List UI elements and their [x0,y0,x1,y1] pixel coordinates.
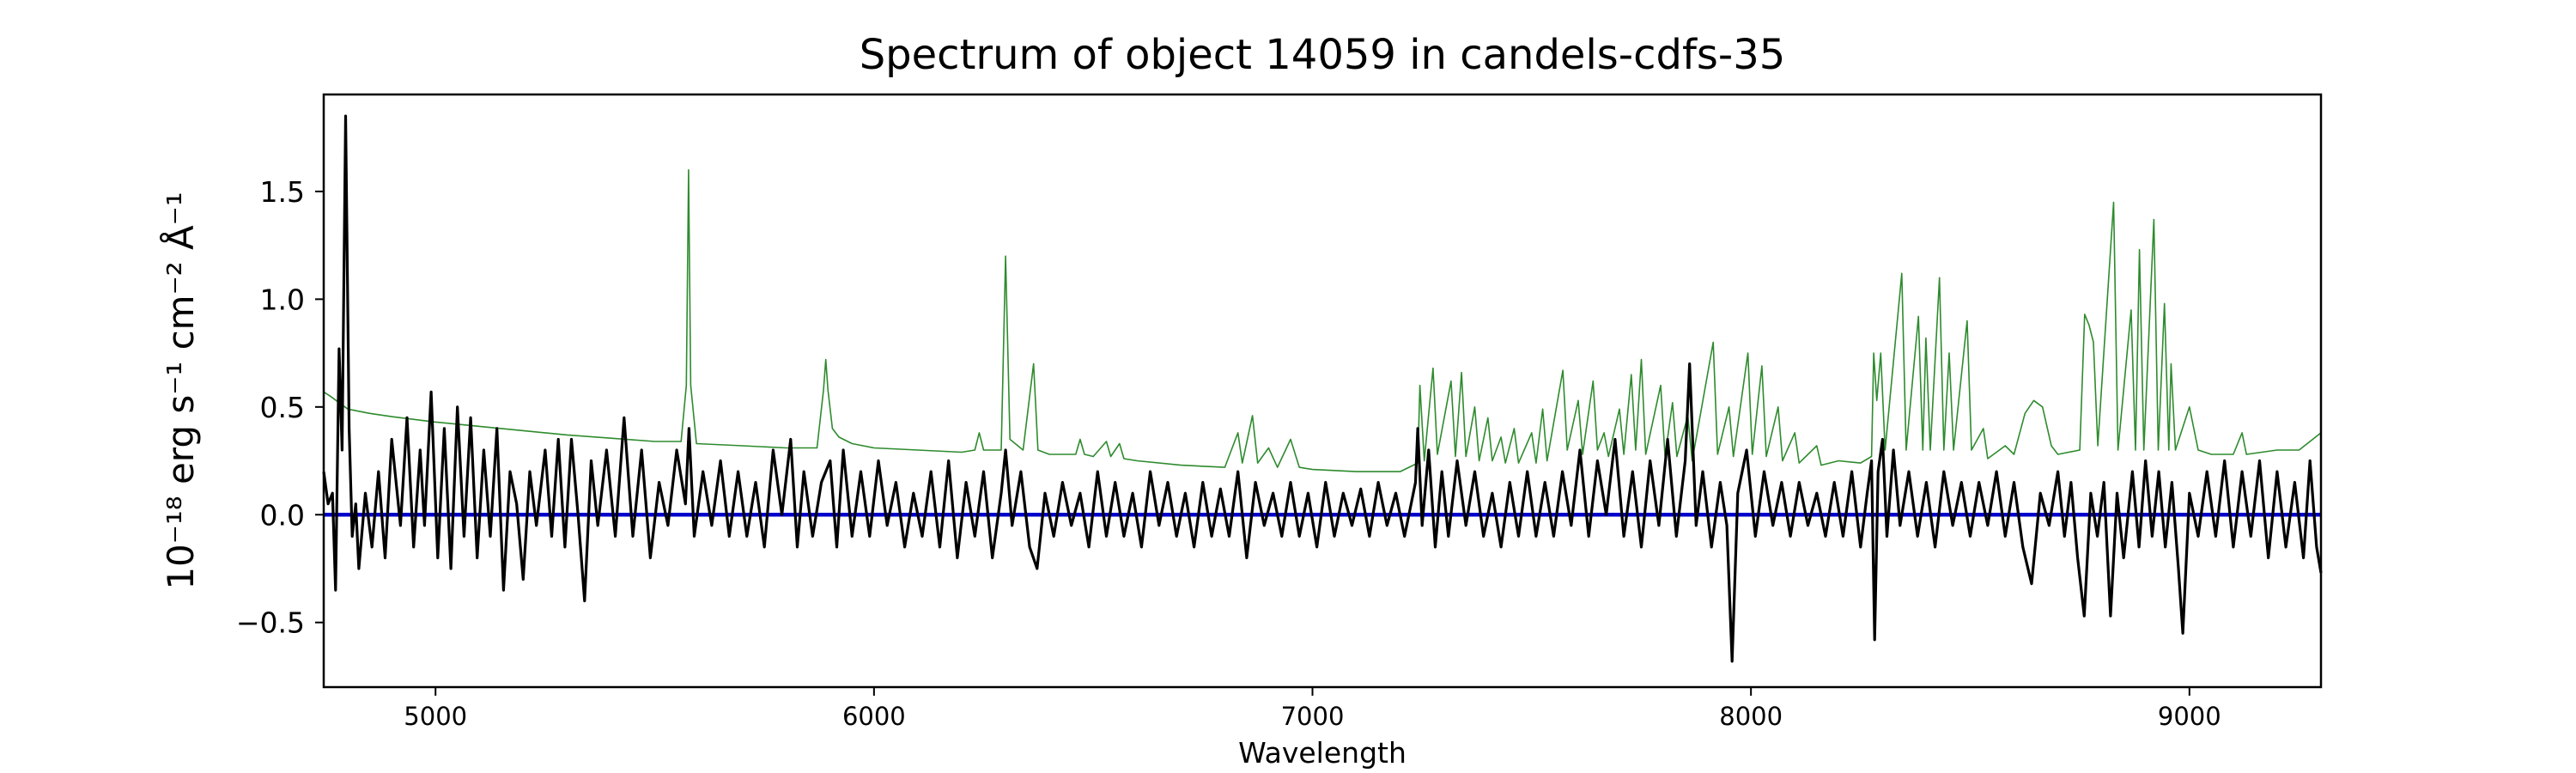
x-tick-label: 6000 [842,702,906,731]
x-tick-label: 9000 [2158,702,2221,731]
y-axis-ticks: −0.5 0.0 0.5 1.0 1.5 [236,175,324,640]
chart-title: Spectrum of object 14059 in candels-cdfs… [860,31,1786,79]
series-line-1 [322,114,2323,663]
axes-frame [322,93,2323,689]
y-tick-label: 1.0 [260,283,305,316]
x-axis-ticks: 5000 6000 7000 8000 9000 [404,687,2221,731]
y-tick-label: 0.5 [260,391,305,424]
x-tick-label: 5000 [404,702,467,731]
x-axis-label: Wavelength [1238,736,1406,770]
x-tick-label: 8000 [1719,702,1783,731]
x-tick-label: 7000 [1281,702,1345,731]
y-tick-label: 1.5 [260,175,305,209]
series-layer [322,114,2323,663]
y-axis-label: 10⁻¹⁸ erg s⁻¹ cm⁻² Å⁻¹ [159,192,202,589]
series-line-0 [323,169,2322,472]
y-tick-label: −0.5 [236,606,305,640]
y-tick-label: 0.0 [260,498,305,532]
plot-area [322,93,2323,689]
